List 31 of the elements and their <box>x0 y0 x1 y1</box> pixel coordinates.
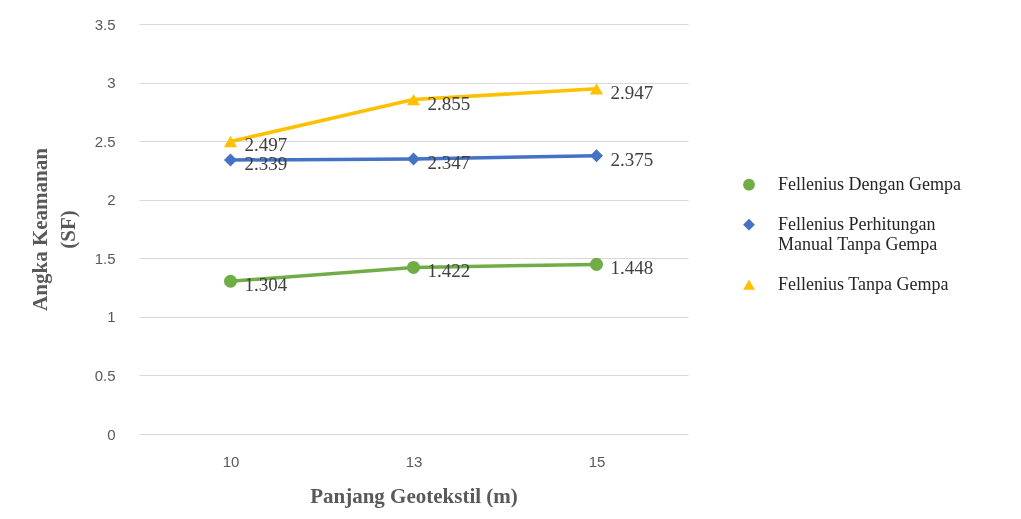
point <box>223 274 238 288</box>
data-label: 2.375 <box>610 148 654 170</box>
y-axis-title: Angka Keamanan (SF) <box>27 147 80 311</box>
point <box>589 257 604 271</box>
x-tick-label: 15 <box>588 452 606 470</box>
x-tick-label: 10 <box>222 452 240 470</box>
y-tick-label: 1 <box>107 308 116 326</box>
point <box>406 152 421 166</box>
y-tick-label: 0.5 <box>94 366 116 384</box>
data-label: 2.497 <box>244 134 288 156</box>
y-tick-label: 3.5 <box>94 15 116 33</box>
data-label: 2.855 <box>427 92 471 114</box>
x-axis-title: Panjang Geotekstil (m) <box>310 483 518 508</box>
y-tick-label: 0 <box>107 425 116 443</box>
point <box>223 135 238 148</box>
point <box>406 93 421 106</box>
legend-label: Fellenius Perhitungan Manual Tanpa Gempa <box>778 213 938 254</box>
data-label: 1.448 <box>610 257 654 279</box>
x-tick-label: 13 <box>405 452 423 470</box>
point <box>223 153 238 167</box>
point <box>406 260 421 274</box>
data-label: 2.947 <box>610 81 654 103</box>
y-tick-label: 1.5 <box>94 249 116 267</box>
point <box>589 149 604 163</box>
data-label: 1.304 <box>244 274 288 296</box>
y-tick-label: 2 <box>107 191 116 209</box>
y-tick-label: 2.5 <box>94 132 116 150</box>
legend-label: Fellenius Tanpa Gempa <box>778 273 949 294</box>
y-tick-label: 3 <box>107 74 116 92</box>
point <box>589 83 604 95</box>
legend-label: Fellenius Dengan Gempa <box>778 173 961 194</box>
